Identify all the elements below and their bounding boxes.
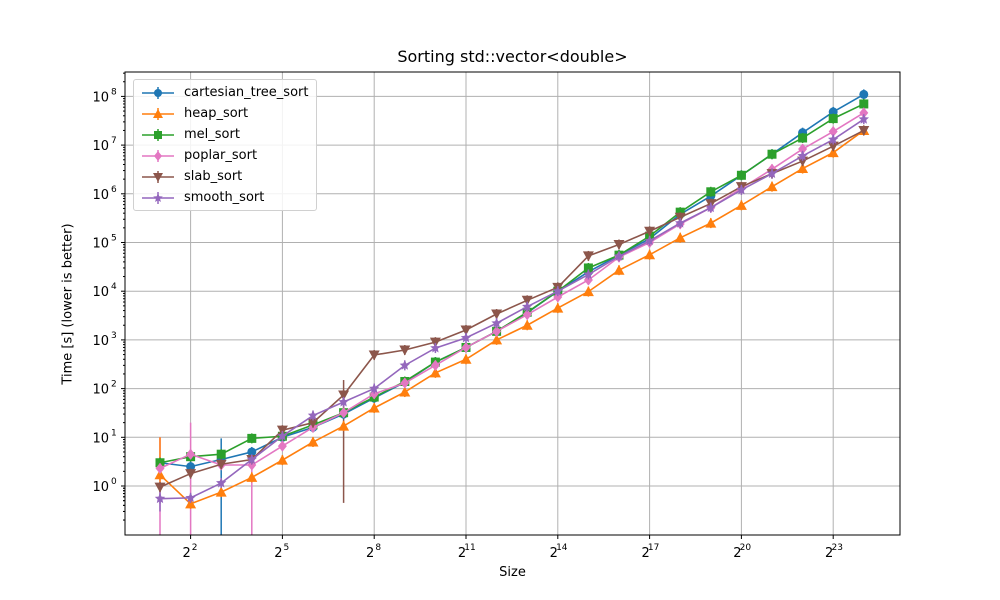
svg-text:17: 17 (648, 543, 659, 553)
legend-marker-icon (142, 191, 174, 204)
series-smooth_sort (154, 113, 869, 504)
svg-text:8: 8 (111, 87, 117, 97)
plot-frame (124, 71, 901, 536)
legend-item: mel_sort (140, 124, 240, 145)
svg-text:0: 0 (111, 477, 117, 487)
legend-label: cartesian_tree_sort (184, 85, 309, 100)
legend-label: smooth_sort (184, 190, 265, 205)
legend-item: poplar_sort (140, 145, 257, 166)
grid-lines (125, 72, 900, 535)
legend-label: mel_sort (184, 127, 240, 142)
svg-text:10: 10 (92, 90, 109, 105)
svg-text:1: 1 (111, 428, 117, 438)
svg-text:10: 10 (92, 383, 109, 398)
svg-text:10: 10 (92, 139, 109, 154)
legend-label: heap_sort (184, 106, 249, 121)
legend-marker-icon (142, 170, 174, 183)
svg-text:2: 2 (111, 380, 117, 390)
svg-text:2: 2 (550, 546, 558, 561)
legend-item: cartesian_tree_sort (140, 82, 308, 103)
legend-marker-icon (142, 107, 174, 120)
svg-text:2: 2 (458, 546, 466, 561)
svg-text:23: 23 (831, 543, 842, 553)
svg-text:2: 2 (641, 546, 649, 561)
svg-text:11: 11 (464, 543, 475, 553)
svg-text:10: 10 (92, 188, 109, 203)
legend-item: slab_sort (140, 166, 242, 187)
svg-text:2: 2 (192, 543, 198, 553)
legend-marker-icon (142, 149, 174, 162)
legend-label: poplar_sort (184, 148, 258, 163)
legend-marker-icon (142, 128, 174, 141)
svg-text:2: 2 (825, 546, 833, 561)
legend-label: slab_sort (184, 169, 243, 184)
series-lines (154, 89, 870, 509)
chart-title: Sorting std::vector<double> (397, 47, 628, 66)
svg-text:10: 10 (92, 334, 109, 349)
svg-text:2: 2 (182, 546, 190, 561)
svg-text:6: 6 (111, 185, 117, 195)
svg-text:10: 10 (92, 285, 109, 300)
svg-text:10: 10 (92, 431, 109, 446)
svg-text:14: 14 (556, 543, 568, 553)
svg-text:3: 3 (111, 331, 117, 341)
svg-text:20: 20 (740, 543, 752, 553)
svg-text:2: 2 (366, 546, 374, 561)
svg-text:10: 10 (92, 480, 109, 495)
svg-text:2: 2 (733, 546, 741, 561)
series-heap_sort (154, 124, 870, 509)
svg-text:8: 8 (375, 543, 381, 553)
svg-text:10: 10 (92, 237, 109, 252)
svg-text:4: 4 (111, 282, 117, 292)
legend: cartesian_tree_sort heap_sort mel_sort p… (133, 79, 317, 211)
legend-item: heap_sort (140, 103, 248, 124)
legend-item: smooth_sort (140, 187, 264, 208)
svg-text:7: 7 (111, 136, 117, 146)
svg-text:2: 2 (274, 546, 282, 561)
x-axis-label: Size (499, 565, 526, 580)
svg-text:5: 5 (111, 234, 117, 244)
legend-marker-icon (142, 86, 174, 99)
y-axis-label: Time [s] (lower is better) (60, 223, 76, 385)
svg-text:5: 5 (284, 543, 290, 553)
